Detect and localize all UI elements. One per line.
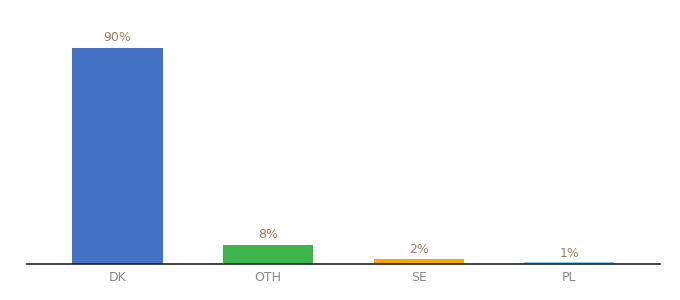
Bar bbox=[373, 259, 464, 264]
Text: 8%: 8% bbox=[258, 228, 278, 241]
Text: 1%: 1% bbox=[560, 248, 579, 260]
Text: 2%: 2% bbox=[409, 243, 428, 256]
Bar bbox=[223, 245, 313, 264]
Bar bbox=[72, 48, 163, 264]
Bar bbox=[524, 262, 615, 264]
Text: 90%: 90% bbox=[103, 32, 131, 44]
